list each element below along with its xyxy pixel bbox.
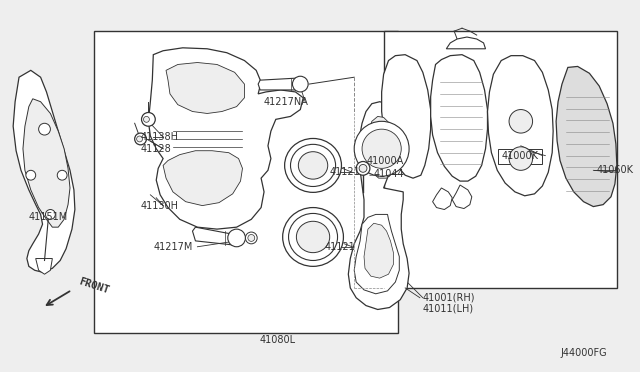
Circle shape (245, 232, 257, 244)
Text: 41060K: 41060K (596, 165, 633, 175)
Circle shape (362, 129, 401, 169)
Text: 41217NA: 41217NA (264, 97, 309, 107)
Circle shape (509, 147, 532, 170)
Polygon shape (366, 116, 397, 178)
Circle shape (57, 170, 67, 180)
Polygon shape (258, 78, 300, 90)
Text: J44000FG: J44000FG (560, 347, 607, 357)
Ellipse shape (283, 208, 344, 266)
Polygon shape (193, 227, 235, 245)
Circle shape (228, 229, 245, 247)
Polygon shape (488, 56, 553, 196)
Circle shape (136, 136, 143, 142)
Text: 41130H: 41130H (141, 201, 179, 211)
Circle shape (134, 133, 147, 145)
Circle shape (359, 164, 367, 172)
Ellipse shape (285, 138, 342, 192)
Polygon shape (433, 188, 452, 209)
Text: 41138H: 41138H (141, 132, 179, 142)
Polygon shape (364, 223, 394, 278)
Polygon shape (381, 55, 431, 178)
Text: 41080L: 41080L (259, 335, 295, 345)
Text: 41000A: 41000A (367, 155, 404, 166)
Text: 41001(RH): 41001(RH) (423, 293, 476, 303)
Polygon shape (446, 37, 486, 49)
Polygon shape (13, 70, 75, 272)
Polygon shape (36, 259, 52, 274)
Text: 41128: 41128 (141, 144, 172, 154)
Polygon shape (452, 185, 472, 209)
Text: 41000K: 41000K (501, 151, 538, 161)
Circle shape (248, 234, 255, 241)
Text: FRONT: FRONT (78, 277, 111, 296)
Text: 41151M: 41151M (29, 212, 68, 222)
Polygon shape (163, 151, 243, 206)
Circle shape (38, 123, 51, 135)
Text: 41121: 41121 (330, 167, 360, 177)
Text: 41217M: 41217M (154, 242, 193, 252)
Circle shape (354, 121, 409, 176)
Circle shape (509, 110, 532, 133)
Polygon shape (148, 48, 303, 229)
Polygon shape (166, 62, 244, 113)
Circle shape (143, 116, 149, 122)
Text: 41011(LH): 41011(LH) (423, 304, 474, 314)
Polygon shape (354, 214, 399, 294)
Circle shape (356, 161, 370, 175)
Circle shape (26, 170, 36, 180)
Polygon shape (23, 99, 70, 227)
Text: 41044: 41044 (374, 169, 404, 179)
Ellipse shape (289, 214, 337, 260)
Text: 41121: 41121 (325, 242, 356, 252)
Ellipse shape (298, 152, 328, 179)
Polygon shape (431, 55, 488, 181)
Polygon shape (348, 102, 409, 310)
Ellipse shape (291, 144, 335, 186)
Circle shape (45, 209, 55, 219)
Bar (383, 31, 617, 288)
Bar (95, 31, 398, 333)
Ellipse shape (296, 221, 330, 253)
Polygon shape (556, 67, 617, 206)
Circle shape (141, 112, 156, 126)
Circle shape (292, 76, 308, 92)
